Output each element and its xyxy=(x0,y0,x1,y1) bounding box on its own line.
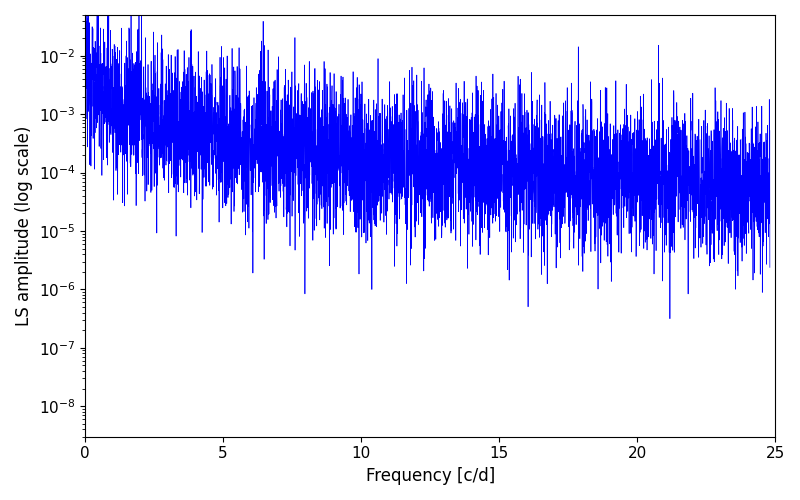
X-axis label: Frequency [c/d]: Frequency [c/d] xyxy=(366,467,494,485)
Y-axis label: LS amplitude (log scale): LS amplitude (log scale) xyxy=(15,126,33,326)
